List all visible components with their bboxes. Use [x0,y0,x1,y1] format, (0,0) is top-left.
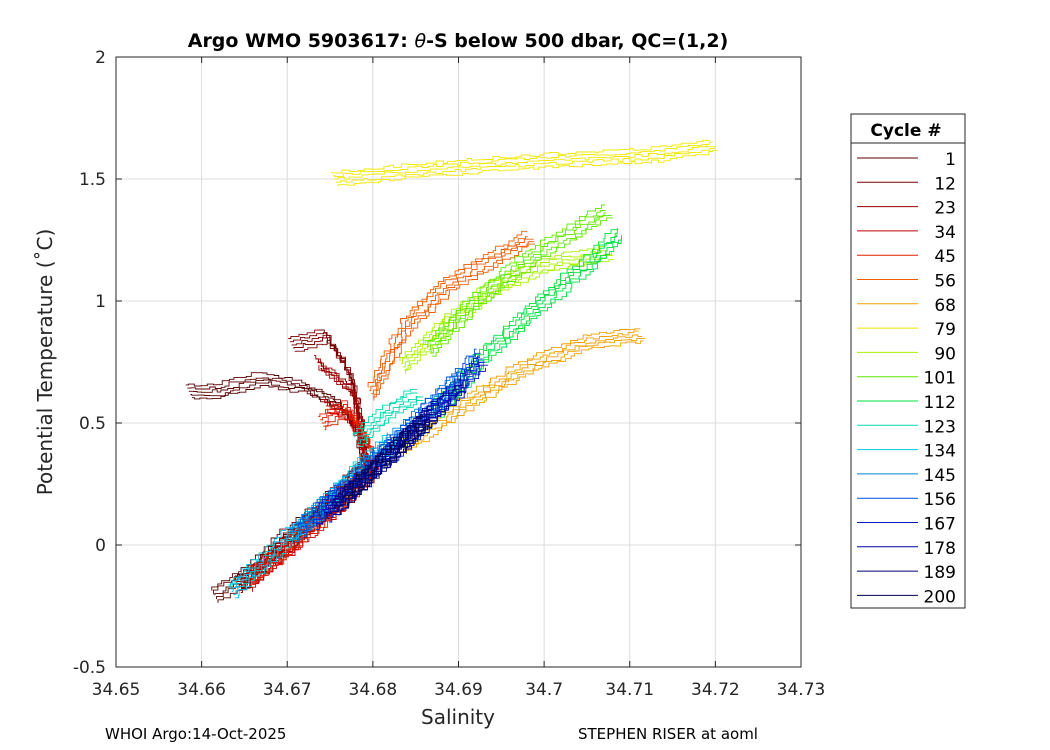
legend-label-12: 12 [934,174,956,194]
series-line-cycle-101 [424,204,605,344]
series-line-cycle-79 [335,148,715,183]
series-line-cycle-90 [405,259,614,374]
series-line-cycle-123 [358,400,424,447]
series-line-cycle-101 [430,214,612,354]
legend-label-23: 23 [934,199,956,219]
x-tick-label: 34.73 [777,680,826,700]
series-line-cycle-56 [371,238,534,395]
series-line-cycle-56 [373,243,535,401]
series-line-cycle-112 [433,227,619,405]
series-line-cycle-112 [440,239,622,418]
series-line-cycle-123 [355,396,418,441]
legend-label-167: 167 [924,515,956,535]
series-line-cycle-200 [344,422,429,505]
series-line-cycle-123 [354,392,418,438]
series-line-cycle-189 [332,414,433,506]
legend-label-101: 101 [924,369,956,389]
legend-label-112: 112 [924,393,956,413]
chart-title: Argo WMO 5903617: θ-S below 500 dbar, QC… [188,30,729,52]
x-tick-label: 34.7 [525,680,563,700]
series-line-cycle-68 [406,340,644,455]
y-tick-label: 1 [95,292,106,312]
series-line-cycle-90 [399,246,606,361]
legend-label-34: 34 [934,223,956,243]
legend-label-90: 90 [934,344,956,364]
y-tick-label: 1.5 [79,170,106,190]
legend-label-123: 123 [924,417,956,437]
legend-entries: 1122334455668799010111212313414515616717… [857,150,956,607]
title-suffix: -S below 500 dbar, QC=(1,2) [426,30,728,52]
title-theta: θ [414,30,426,52]
series-line-cycle-167 [309,355,481,518]
legend: Cycle # 11223344556687990101112123134145… [850,113,966,609]
series-line-cycle-112 [438,235,622,415]
legend-label-134: 134 [924,442,956,462]
x-tick-label: 34.71 [605,680,654,700]
legend-label-79: 79 [934,320,956,340]
series-line-cycle-200 [342,420,428,502]
series-line-cycle-68 [404,338,646,452]
series-line-cycle-145 [288,369,466,530]
x-tick-label: 34.68 [349,680,398,700]
x-tick-label: 34.72 [691,680,740,700]
x-tick-label: 34.66 [177,680,226,700]
series-line-cycle-79 [332,141,713,178]
legend-label-156: 156 [924,490,956,510]
title-prefix: Argo WMO 5903617: [188,30,415,52]
series-line-cycle-112 [435,229,618,409]
x-tick-label: 34.69 [434,680,483,700]
legend-label-145: 145 [924,466,956,486]
series-line-cycle-90 [401,250,607,365]
legend-label-56: 56 [934,272,956,292]
series-line-cycle-189 [335,421,436,513]
series-line-cycle-79 [334,145,717,180]
series-line-cycle-56 [369,236,528,391]
legend-title: Cycle # [870,121,941,141]
series-line-cycle-156 [296,348,477,525]
y-tick-label: -0.5 [73,658,106,678]
x-tick-label: 34.65 [92,680,141,700]
legend-label-189: 189 [924,563,956,583]
legend-label-68: 68 [934,296,956,316]
footer-credit-left: WHOI Argo:14-Oct-2025 [105,725,287,743]
axis-ticks: 34.65 34.66 34.67 34.68 34.69 34.7 34.71 34.72 3… [73,48,826,700]
legend-label-1: 1 [945,150,956,170]
series-line-cycle-79 [331,139,710,174]
legend-label-178: 178 [924,539,956,559]
grid-lines [116,57,801,667]
series-line-cycle-123 [357,396,424,444]
legend-label-200: 200 [924,587,956,607]
footer-credit-right: STEPHEN RISER at aoml [578,725,758,743]
series-line-cycle-45 [249,414,383,586]
series-line-cycle-101 [428,212,607,351]
series-line-cycle-200 [346,426,431,508]
series-line-cycle-79 [337,149,718,186]
y-tick-label: 0 [95,536,106,556]
series-layer [185,139,718,603]
y-tick-label: 2 [95,48,106,68]
series-line-cycle-178 [322,378,462,510]
x-tick-label: 34.67 [263,680,312,700]
x-axis-label: Salinity [421,705,495,729]
series-line-cycle-189 [337,423,437,516]
y-tick-label: 0.5 [79,414,106,434]
y-axis-label: Potential Temperature (˚C) [33,229,57,496]
series-line-cycle-101 [431,217,613,357]
series-line-cycle-123 [352,388,418,435]
legend-box [850,113,966,609]
series-line-cycle-56 [367,230,528,388]
series-line-cycle-200 [341,416,426,499]
series-line-cycle-56 [372,241,535,398]
legend-label-45: 45 [934,247,956,267]
